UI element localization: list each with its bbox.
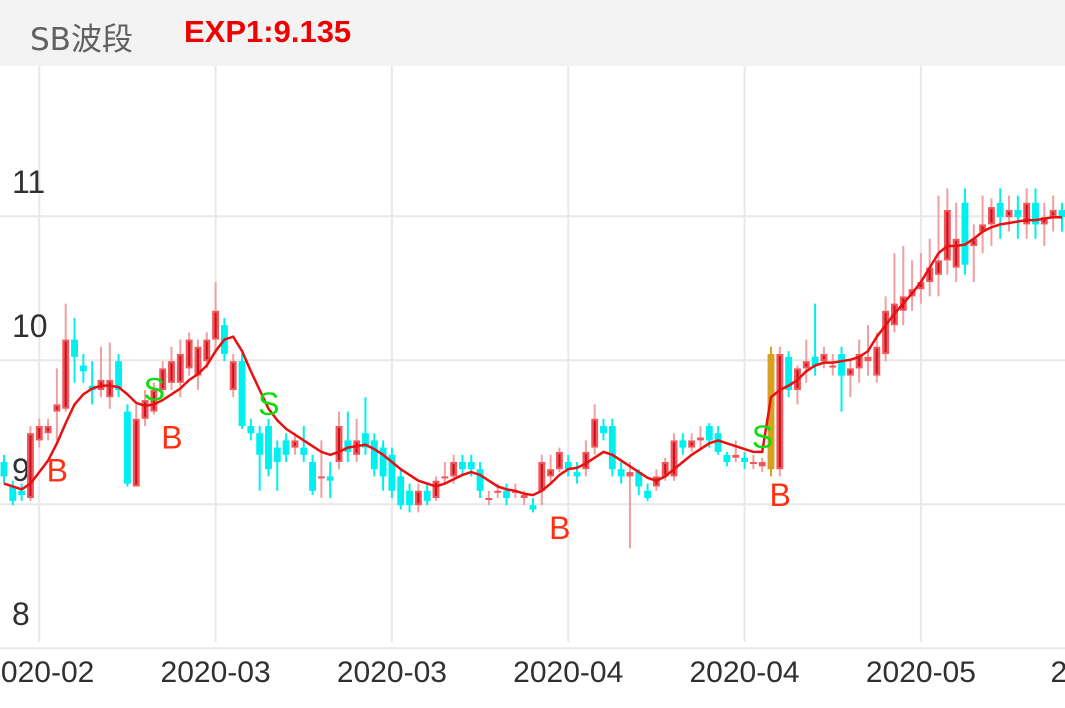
candle-body xyxy=(370,440,378,470)
candle-body xyxy=(697,437,704,441)
candle-body xyxy=(520,495,528,498)
candlestick-chart[interactable]: 8 9 10 11 2020-02 2020-03 2020-03 2020-04 2020-0… xyxy=(0,66,1065,708)
candle-body xyxy=(317,476,325,479)
candle-body xyxy=(344,440,352,452)
candle-body xyxy=(0,462,8,477)
candle-body xyxy=(679,440,687,448)
candle-body xyxy=(282,440,290,455)
candle-body xyxy=(996,202,1004,218)
buy-signal: B xyxy=(47,453,68,489)
candle-body xyxy=(705,426,713,441)
candle-body xyxy=(79,365,87,372)
candle-body xyxy=(423,490,431,501)
candle-body xyxy=(864,356,872,362)
buy-signal: B xyxy=(770,477,791,513)
candle-body xyxy=(397,476,405,506)
x-tick-label: 2020-03 xyxy=(161,656,271,689)
candle-body xyxy=(617,469,625,477)
candle-body xyxy=(749,462,757,464)
candle-body xyxy=(600,426,607,434)
candle-body xyxy=(256,433,264,455)
candle-body xyxy=(309,462,317,491)
candle-body xyxy=(1058,210,1065,218)
candle-body xyxy=(1032,202,1039,225)
candle-body xyxy=(238,361,246,426)
candle-body xyxy=(573,472,581,477)
x-tick-label: 2020-04 xyxy=(690,656,800,689)
candle-body xyxy=(459,462,466,470)
buy-signal: B xyxy=(161,419,182,455)
candle-body xyxy=(388,454,396,491)
candle-body xyxy=(273,447,281,462)
candle-body xyxy=(123,411,131,484)
candle-body xyxy=(564,462,572,470)
candle-body xyxy=(406,490,413,506)
sell-signal: S xyxy=(752,419,773,455)
candle-body xyxy=(785,356,793,390)
candle-body xyxy=(503,490,510,498)
candles xyxy=(0,188,1065,549)
candle-body xyxy=(326,476,334,481)
indicator-name[interactable]: SB波段 xyxy=(30,22,133,58)
y-tick-label: 10 xyxy=(12,308,48,344)
candle-body xyxy=(758,462,766,467)
buy-signal: B xyxy=(549,510,570,546)
x-tick-label: 2020-0 xyxy=(1051,656,1065,689)
candle-body xyxy=(838,354,845,376)
candle-body xyxy=(1014,210,1022,218)
candle-body xyxy=(18,490,26,496)
candle-body xyxy=(9,486,17,501)
sell-signal: S xyxy=(258,386,279,422)
y-tick-label: 11 xyxy=(12,164,45,200)
x-tick-label: 2020-05 xyxy=(866,656,976,689)
candle-body xyxy=(626,472,634,477)
sell-signal: S xyxy=(144,371,165,407)
x-tick-label: 2020-04 xyxy=(513,656,623,689)
candle-body xyxy=(732,454,740,458)
grid-lines xyxy=(0,66,1065,650)
candle-body xyxy=(247,426,255,434)
candle-body xyxy=(811,356,819,366)
candle-body xyxy=(635,472,643,487)
candle-body xyxy=(644,490,652,498)
candle-body xyxy=(723,454,731,462)
ema-line xyxy=(3,215,1062,497)
candle-body xyxy=(485,498,493,500)
candle-body xyxy=(441,476,449,479)
y-tick-label: 9 xyxy=(12,452,30,488)
candle-body xyxy=(467,462,475,470)
indicator-header: SB波段 EXP1:9.135 xyxy=(0,0,1065,66)
candle-body xyxy=(494,490,502,493)
candle-body xyxy=(300,447,308,455)
candle-body xyxy=(476,469,484,491)
x-tick-label: 2020-03 xyxy=(337,656,447,689)
candle-body xyxy=(961,202,969,265)
candle-body xyxy=(529,505,537,510)
candle-body xyxy=(714,433,722,452)
y-tick-label: 8 xyxy=(12,596,30,632)
candle-body xyxy=(71,339,78,357)
candle-body xyxy=(767,354,775,470)
candle-body xyxy=(608,426,616,470)
candle-body xyxy=(379,447,387,477)
candle-body xyxy=(829,365,837,368)
indicator-value: EXP1:9.135 xyxy=(184,14,352,49)
candle-body xyxy=(362,433,369,448)
candle-body xyxy=(741,457,749,462)
candle-body xyxy=(265,426,272,470)
candle-body xyxy=(115,361,123,390)
x-tick-label: 2020-02 xyxy=(0,656,94,689)
